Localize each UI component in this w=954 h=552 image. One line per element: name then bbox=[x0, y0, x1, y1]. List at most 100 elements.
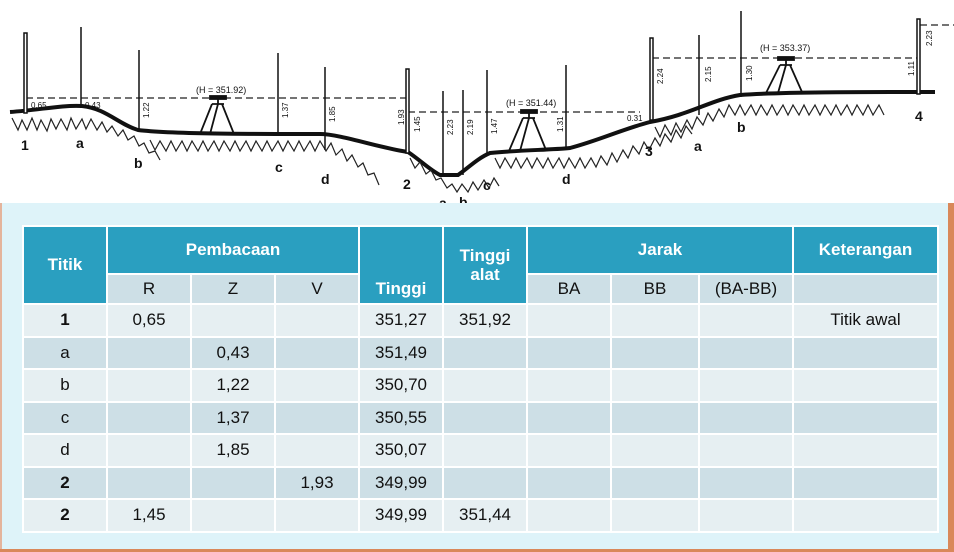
cell-tinggi: 350,70 bbox=[358, 368, 444, 403]
cell-v: 1,93 bbox=[274, 465, 360, 500]
cell-titik: a bbox=[22, 335, 108, 370]
panel-edge-left bbox=[0, 203, 2, 552]
staff-reading: 1.45 bbox=[413, 116, 422, 132]
staff-reading: 1.47 bbox=[490, 118, 499, 134]
cell-r: 0,65 bbox=[106, 303, 192, 338]
table-row: 2 1,93 349,99 bbox=[22, 465, 939, 500]
point-label: c bbox=[483, 177, 491, 193]
staff-reading: 1.30 bbox=[745, 65, 754, 81]
header-jarak: Jarak bbox=[526, 225, 794, 275]
cell-v bbox=[274, 498, 360, 533]
staff-reading: 0.43 bbox=[85, 101, 101, 110]
cell-keterangan bbox=[792, 498, 939, 533]
cell-v bbox=[274, 335, 360, 370]
header-titik: Titik bbox=[22, 225, 108, 305]
staff-reading: 1.31 bbox=[556, 116, 565, 132]
cell-r bbox=[106, 335, 192, 370]
cell-v bbox=[274, 303, 360, 338]
cell-ba bbox=[526, 335, 612, 370]
cell-v bbox=[274, 368, 360, 403]
cell-ba bbox=[526, 400, 612, 435]
cell-tinggi: 351,27 bbox=[358, 303, 444, 338]
cell-tinggi: 350,07 bbox=[358, 433, 444, 468]
ground-profile bbox=[9, 90, 936, 177]
table-panel: Titik Pembacaan Tinggi Tinggi alat Jarak… bbox=[0, 203, 954, 552]
cell-ba-bb bbox=[698, 400, 794, 435]
cell-keterangan: Titik awal bbox=[792, 303, 939, 338]
cell-tinggi-alat bbox=[442, 465, 528, 500]
subheader-bb: BB bbox=[610, 273, 700, 305]
staff-reading: 1.37 bbox=[281, 102, 290, 118]
leveling-staffs bbox=[23, 11, 921, 175]
staff-reading: 1.11 bbox=[907, 60, 916, 76]
point-label: 2 bbox=[403, 176, 411, 192]
cell-bb bbox=[610, 335, 700, 370]
staff-reading: 0.65 bbox=[31, 101, 47, 110]
subheader-r: R bbox=[106, 273, 192, 305]
cell-bb bbox=[610, 368, 700, 403]
subheader-v: V bbox=[274, 273, 360, 305]
cell-tinggi-alat bbox=[442, 335, 528, 370]
point-label: d bbox=[321, 171, 330, 187]
table-row: 2 1,45 349,99 351,44 bbox=[22, 498, 939, 533]
cell-z: 1,37 bbox=[190, 400, 276, 435]
point-label: 1 bbox=[21, 137, 29, 153]
cell-keterangan bbox=[792, 465, 939, 500]
instrument-height-label: (H = 351.44) bbox=[506, 98, 556, 108]
cell-r bbox=[106, 400, 192, 435]
staff-reading: 2.23 bbox=[925, 30, 934, 46]
point-label: b bbox=[134, 155, 143, 171]
cell-ba-bb bbox=[698, 368, 794, 403]
cell-titik: d bbox=[22, 433, 108, 468]
leveling-table: Titik Pembacaan Tinggi Tinggi alat Jarak… bbox=[22, 225, 939, 533]
point-label: c bbox=[275, 159, 283, 175]
table-row: b 1,22 350,70 bbox=[22, 368, 939, 403]
point-label: a bbox=[694, 138, 702, 154]
point-label: a bbox=[76, 135, 84, 151]
leveling-profile-figure: (H = 351.92) (H = 351.44) (H = 353.37) 0… bbox=[0, 0, 954, 205]
staff-reading: 2.24 bbox=[656, 68, 665, 84]
cell-ba bbox=[526, 465, 612, 500]
staff-reading: 2.19 bbox=[466, 119, 475, 135]
line-of-sight bbox=[26, 24, 954, 113]
staff-reading: 2.15 bbox=[704, 66, 713, 82]
staff-reading: 2.23 bbox=[446, 119, 455, 135]
cell-tinggi: 350,55 bbox=[358, 400, 444, 435]
subheader-keterangan-empty bbox=[792, 273, 939, 305]
staff-reading: 1.93 bbox=[397, 109, 406, 125]
staff-reading: 0.31 bbox=[627, 114, 643, 123]
cell-titik: 2 bbox=[22, 498, 108, 533]
level-instruments bbox=[199, 56, 803, 152]
subheader-ba-bb: (BA-BB) bbox=[698, 273, 794, 305]
cell-tinggi-alat: 351,92 bbox=[442, 303, 528, 338]
cell-keterangan bbox=[792, 368, 939, 403]
cell-ba-bb bbox=[698, 498, 794, 533]
cell-keterangan bbox=[792, 433, 939, 468]
panel-edge-bottom bbox=[0, 549, 954, 552]
point-label: 3 bbox=[645, 143, 653, 159]
cell-titik: 2 bbox=[22, 465, 108, 500]
cell-ba bbox=[526, 498, 612, 533]
cell-r bbox=[106, 465, 192, 500]
cell-ba-bb bbox=[698, 465, 794, 500]
cell-tinggi-alat bbox=[442, 433, 528, 468]
cell-ba-bb bbox=[698, 303, 794, 338]
cell-z: 1,85 bbox=[190, 433, 276, 468]
cell-ba bbox=[526, 368, 612, 403]
cell-tinggi-alat bbox=[442, 400, 528, 435]
staff-reading: 1.22 bbox=[142, 102, 151, 118]
cell-r: 1,45 bbox=[106, 498, 192, 533]
cell-v bbox=[274, 433, 360, 468]
instrument-height-label: (H = 353.37) bbox=[760, 43, 810, 53]
instrument-height-label: (H = 351.92) bbox=[196, 85, 246, 95]
point-label: b bbox=[737, 119, 746, 135]
cell-v bbox=[274, 400, 360, 435]
cell-z: 0,43 bbox=[190, 335, 276, 370]
cell-z: 1,22 bbox=[190, 368, 276, 403]
cell-ba bbox=[526, 433, 612, 468]
point-label: b bbox=[459, 194, 468, 205]
table-row: 1 0,65 351,27 351,92 Titik awal bbox=[22, 303, 939, 338]
cell-bb bbox=[610, 400, 700, 435]
cell-tinggi-alat: 351,44 bbox=[442, 498, 528, 533]
cell-titik: 1 bbox=[22, 303, 108, 338]
